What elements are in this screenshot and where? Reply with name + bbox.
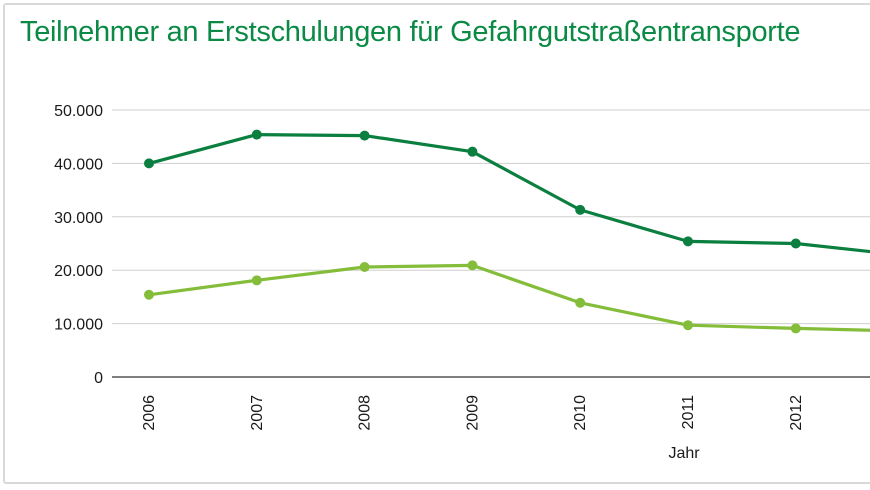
data-point-2: [359, 261, 370, 272]
x-tick-label: 2010: [572, 395, 589, 431]
data-point-2: [575, 297, 586, 308]
x-tick-label: 2006: [141, 395, 158, 431]
y-tick-label: 20.000: [54, 263, 103, 280]
data-point-1: [467, 146, 478, 157]
series-line-1: [147, 133, 870, 254]
data-point-2: [467, 260, 478, 271]
data-point-1: [359, 130, 370, 141]
series-line-2: [147, 263, 870, 332]
data-point-1: [144, 158, 154, 169]
x-tick-label: 2009: [464, 395, 481, 431]
x-axis: 2006 2007 2008 2009 2010 2011 2012: [141, 395, 805, 431]
x-tick-label: 2011: [680, 395, 697, 430]
data-point-1: [575, 204, 586, 215]
data-point-1: [790, 238, 801, 249]
y-axis: 0 10.000 20.000 30.000 40.000 50.000: [54, 103, 103, 387]
y-tick-label: 30.000: [54, 210, 103, 227]
series-layer: [144, 129, 870, 334]
chart-frame: [3, 3, 870, 484]
data-point-1: [683, 236, 693, 247]
data-point-2: [251, 275, 262, 286]
data-point-2: [790, 323, 801, 334]
y-tick-label: 0: [94, 370, 103, 387]
chart-title: Teilnehmer an Erstschulungen für Gefahrg…: [20, 16, 801, 48]
y-tick-label: 40.000: [54, 156, 103, 173]
y-tick-label: 50.000: [54, 103, 103, 120]
x-tick-label: 2012: [788, 395, 805, 431]
x-tick-label: 2008: [357, 395, 374, 431]
x-tick-label: 2007: [249, 395, 266, 431]
x-axis-title: Jahr: [668, 445, 700, 462]
y-tick-label: 10.000: [54, 317, 103, 334]
data-point-2: [144, 289, 154, 300]
data-point-2: [683, 320, 693, 331]
data-point-1: [251, 129, 262, 140]
